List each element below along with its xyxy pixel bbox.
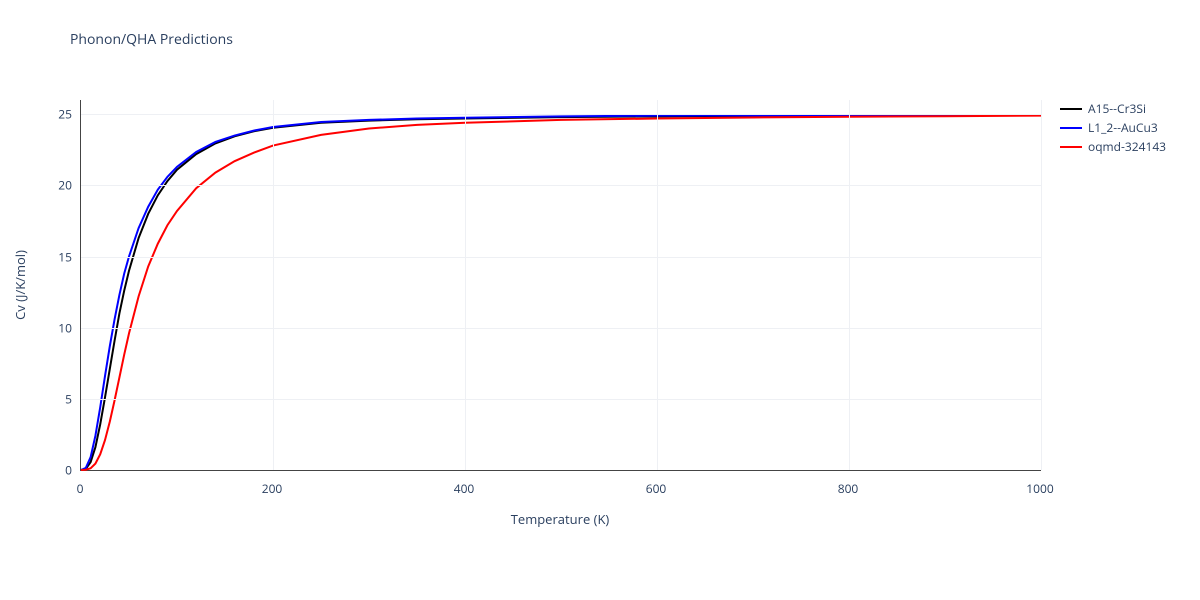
gridline-v xyxy=(1041,100,1042,470)
xtick-label: 1000 xyxy=(1026,480,1053,497)
yaxis-title-text: Cv (J/K/mol) xyxy=(11,250,29,320)
chart-title: Phonon/QHA Predictions xyxy=(70,30,233,49)
xtick-label: 600 xyxy=(646,480,667,497)
gridline-h xyxy=(81,399,1041,400)
legend-item[interactable]: oqmd-324143 xyxy=(1060,138,1166,155)
legend: A15--Cr3Si L1_2--AuCu3 oqmd-324143 xyxy=(1060,100,1166,157)
ytick-label: 25 xyxy=(42,106,72,123)
gridline-h xyxy=(81,185,1041,186)
series-line[interactable] xyxy=(81,116,1041,470)
ytick-label: 10 xyxy=(42,319,72,336)
xtick-label: 0 xyxy=(77,480,84,497)
legend-label: A15--Cr3Si xyxy=(1088,100,1146,117)
chart-container: Phonon/QHA Predictions Temperature (K) C… xyxy=(0,0,1200,600)
plot-area[interactable] xyxy=(80,100,1041,471)
ytick-label: 0 xyxy=(42,462,72,479)
xtick-label: 200 xyxy=(262,480,283,497)
series-line[interactable] xyxy=(81,115,1041,470)
legend-swatch xyxy=(1060,127,1082,129)
series-line[interactable] xyxy=(81,115,1041,470)
legend-item[interactable]: L1_2--AuCu3 xyxy=(1060,119,1166,136)
legend-swatch xyxy=(1060,108,1082,110)
ytick-label: 20 xyxy=(42,177,72,194)
gridline-v xyxy=(465,100,466,470)
legend-item[interactable]: A15--Cr3Si xyxy=(1060,100,1166,117)
ytick-label: 15 xyxy=(42,248,72,265)
gridline-v xyxy=(273,100,274,470)
gridline-v xyxy=(849,100,850,470)
gridline-h xyxy=(81,114,1041,115)
gridline-h xyxy=(81,328,1041,329)
legend-swatch xyxy=(1060,146,1082,148)
legend-label: L1_2--AuCu3 xyxy=(1088,119,1158,136)
gridline-h xyxy=(81,257,1041,258)
yaxis-title: Cv (J/K/mol) xyxy=(10,100,30,470)
legend-label: oqmd-324143 xyxy=(1088,138,1166,155)
xtick-label: 800 xyxy=(838,480,859,497)
xtick-label: 400 xyxy=(454,480,475,497)
gridline-v xyxy=(657,100,658,470)
line-layer xyxy=(81,100,1041,470)
ytick-label: 5 xyxy=(42,390,72,407)
xaxis-title: Temperature (K) xyxy=(80,510,1040,528)
